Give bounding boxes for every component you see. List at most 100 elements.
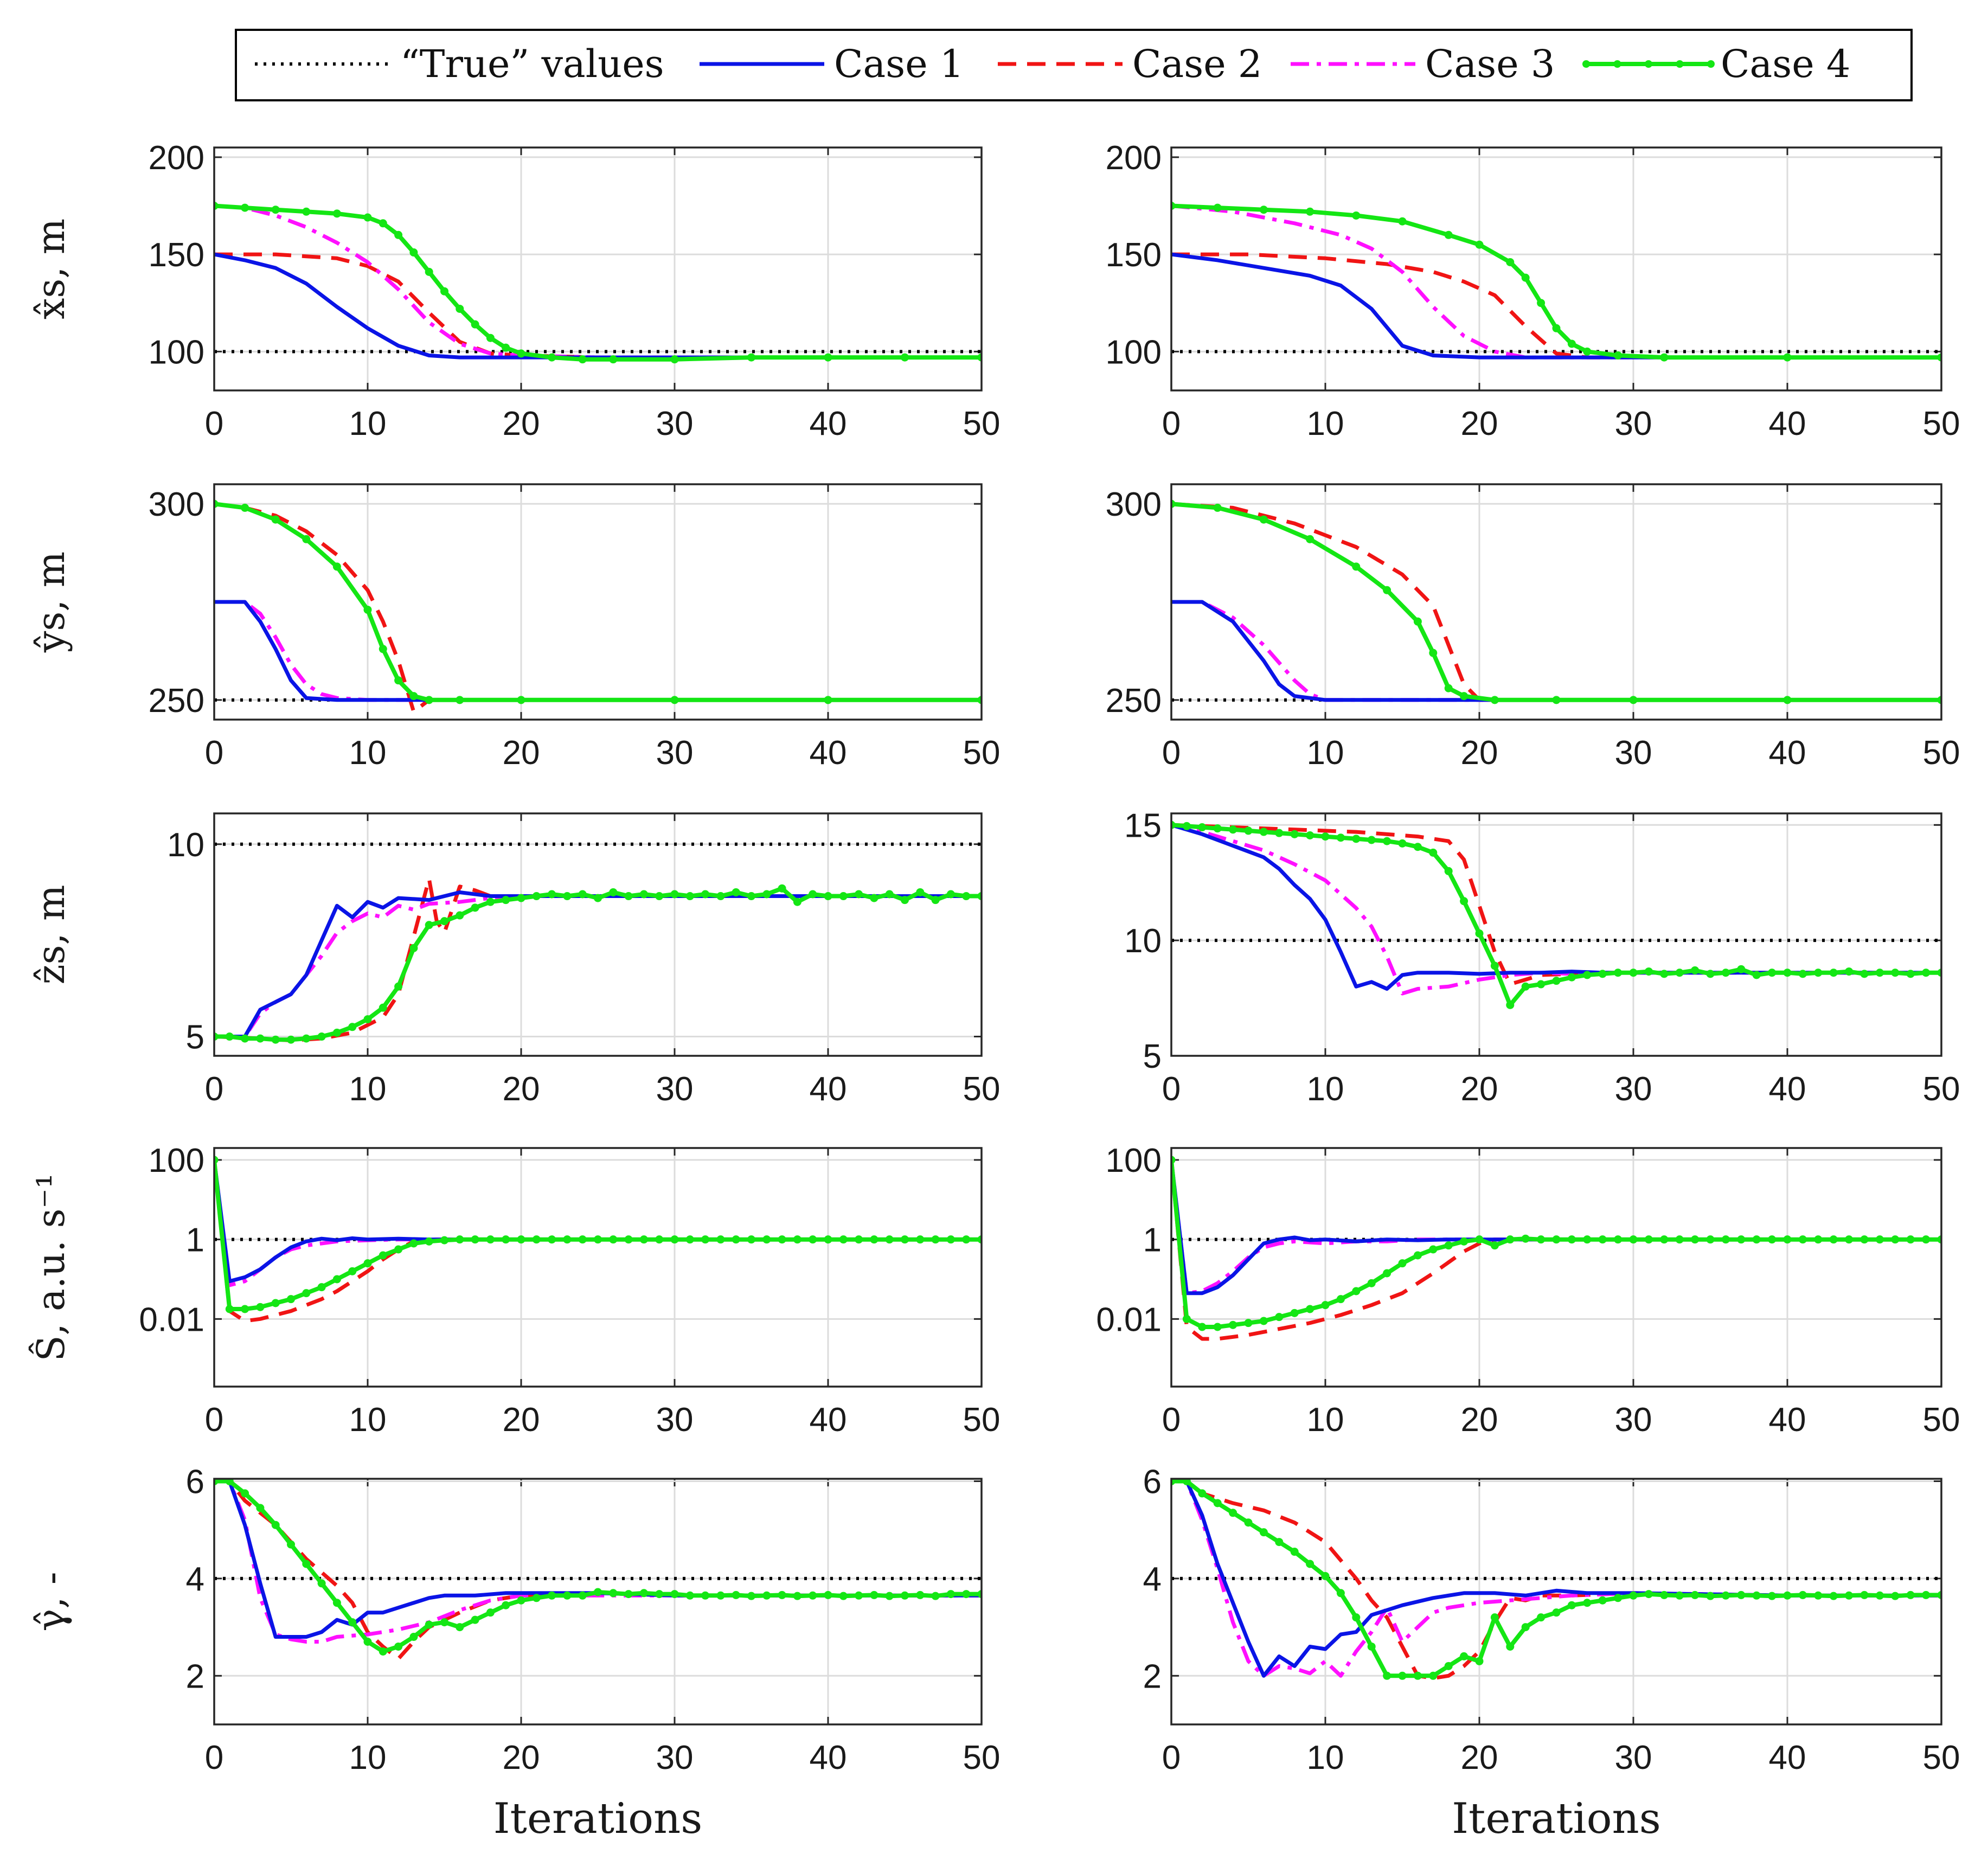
legend-label: “True” values (400, 42, 664, 86)
data-point-marker (639, 1235, 648, 1244)
data-point-marker (1675, 1591, 1684, 1600)
data-point-marker (578, 355, 587, 364)
data-point-marker (824, 353, 832, 362)
data-point-marker (302, 207, 311, 216)
data-point-marker (624, 1590, 633, 1599)
data-point-marker (1614, 1594, 1623, 1602)
x-tick-label: 30 (1615, 405, 1652, 442)
y-tick-label: 10 (167, 826, 204, 864)
data-point-marker (1413, 617, 1422, 626)
data-point-marker (1829, 1235, 1838, 1244)
series-group (214, 202, 982, 364)
x-tick-label: 50 (1923, 734, 1960, 772)
data-point-marker (502, 1601, 510, 1609)
data-point-marker (271, 515, 280, 524)
data-point-marker (747, 353, 755, 362)
legend-label: Case 1 (834, 42, 964, 86)
data-point-marker (762, 890, 771, 899)
data-point-marker (1460, 692, 1468, 701)
data-point-marker (425, 267, 433, 276)
panel-S-left: 0 10 20 30 40 50 100 1 0.01 Ŝ, a.u. s⁻¹ (29, 1142, 1000, 1439)
data-point-marker (363, 1015, 372, 1024)
data-point-marker (1490, 961, 1499, 970)
data-point-marker (901, 1235, 909, 1244)
data-point-marker (332, 562, 341, 571)
data-point-marker (1537, 299, 1545, 307)
data-point-marker (1691, 1590, 1700, 1599)
data-point-marker (287, 1035, 295, 1044)
data-point-marker (1937, 1235, 1941, 1244)
data-point-marker (1675, 969, 1684, 977)
x-tick-label: 20 (1461, 1739, 1498, 1776)
data-point-marker (1429, 1245, 1438, 1254)
data-point-marker (1721, 1235, 1730, 1244)
x-tick-label: 40 (810, 1401, 847, 1439)
data-point-marker (440, 287, 448, 296)
y-tick-label: 0.01 (1096, 1301, 1162, 1338)
data-point-marker (701, 1235, 710, 1244)
data-point-marker (1629, 969, 1638, 977)
data-point-marker (1845, 1235, 1854, 1244)
data-point-marker (1614, 351, 1623, 360)
data-point-marker (379, 1647, 387, 1656)
data-point-marker (1906, 1590, 1915, 1599)
data-point-marker (1691, 1235, 1700, 1244)
data-point-marker (548, 353, 556, 362)
data-point-marker (855, 890, 863, 899)
data-point-marker (716, 1591, 725, 1600)
data-point-marker (409, 248, 418, 257)
y-tick-label: 200 (149, 139, 204, 177)
data-point-marker (1460, 1652, 1468, 1660)
data-point-marker (394, 676, 403, 685)
data-point-marker (379, 219, 387, 228)
data-point-marker (870, 1590, 878, 1599)
data-point-marker (1275, 1313, 1284, 1322)
data-point-marker (409, 1633, 418, 1641)
data-point-marker (1629, 696, 1638, 704)
series-group (214, 1479, 982, 1661)
y-tick-label: 1 (1143, 1222, 1162, 1259)
data-point-marker (317, 1283, 326, 1292)
data-point-marker (609, 1589, 618, 1598)
data-point-marker (1567, 1601, 1576, 1609)
y-tick-label: 1 (186, 1222, 204, 1259)
data-point-marker (1706, 970, 1715, 978)
data-point-marker (1860, 1235, 1869, 1244)
data-point-marker (517, 1596, 525, 1605)
panel-gamma-left: 0 10 20 30 40 50 2 4 6 γ̂, - Iterations (29, 1463, 1000, 1843)
data-point-marker (1860, 970, 1869, 978)
data-point-marker (1182, 1314, 1191, 1323)
y-tick-label: 5 (186, 1019, 204, 1056)
y-tick-label: 250 (149, 682, 204, 720)
y-tick-label: 2 (186, 1658, 204, 1695)
data-point-marker (670, 1235, 679, 1244)
data-point-marker (685, 1591, 694, 1600)
panel-S-right: 0 10 20 30 40 50 100 1 0.01 (1096, 1142, 1960, 1439)
data-point-marker (1660, 353, 1669, 362)
x-tick-label: 10 (349, 734, 387, 772)
data-point-marker (977, 1590, 982, 1599)
data-point-marker (1229, 1320, 1237, 1329)
x-tick-label: 50 (1923, 1739, 1960, 1776)
data-point-marker (1290, 1309, 1299, 1317)
x-tick-label: 20 (503, 1739, 540, 1776)
data-point-marker (1922, 969, 1931, 977)
data-point-marker (1171, 1479, 1176, 1485)
data-point-marker (363, 1259, 372, 1268)
data-point-marker (1506, 258, 1515, 266)
data-point-marker (425, 921, 433, 929)
plot-area (1171, 1479, 1941, 1724)
series-group (214, 842, 982, 1044)
data-point-marker (762, 1591, 771, 1600)
series-line-case-2 (214, 502, 982, 714)
data-point-marker (1629, 1235, 1638, 1244)
data-point-marker (1752, 1235, 1761, 1244)
data-point-marker (1383, 837, 1391, 845)
data-point-marker (732, 1590, 740, 1599)
data-point-marker (931, 1592, 940, 1600)
data-point-marker (1875, 969, 1884, 977)
data-point-marker (624, 1235, 633, 1244)
data-point-marker (1444, 867, 1453, 875)
data-point-marker (1891, 1235, 1900, 1244)
data-point-marker (931, 1235, 940, 1244)
